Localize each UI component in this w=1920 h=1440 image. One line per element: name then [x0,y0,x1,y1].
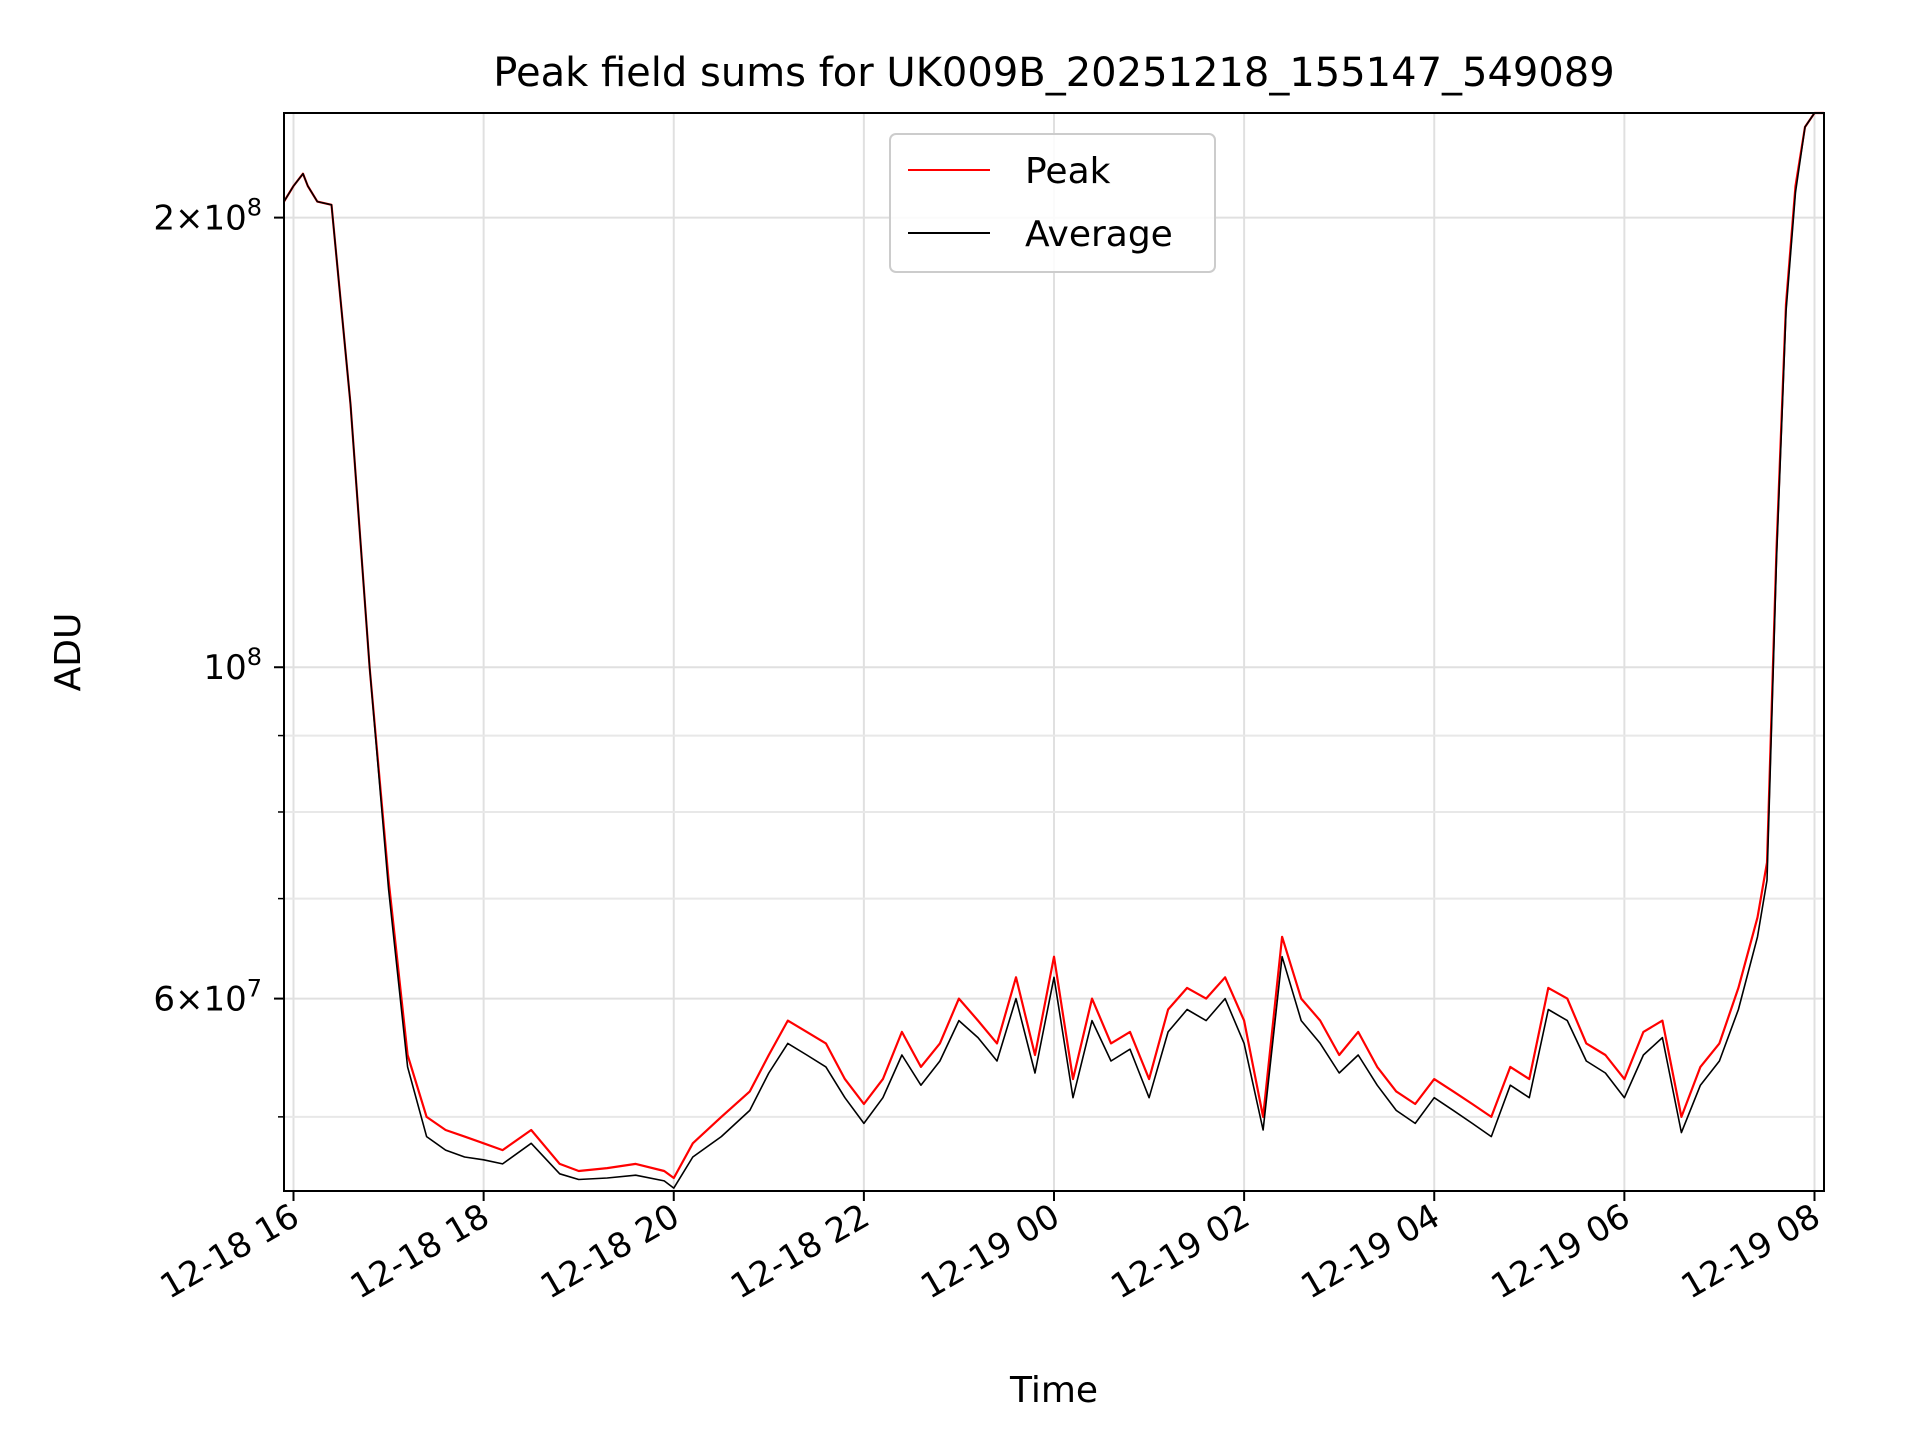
chart-title: Peak field sums for UK009B_20251218_1551… [493,50,1614,96]
legend: Peak Average [889,133,1216,273]
y-tick-label: 6×107 [153,975,262,1020]
y-tick-label: 2×108 [153,194,262,239]
series-line-average [283,112,1824,1189]
x-axis-label: Time [1009,1370,1098,1411]
series-line-peak [283,111,1824,1180]
series-layer [283,111,1824,1189]
y-axis-label: ADU [48,613,89,692]
legend-peak-label: Peak [1025,151,1111,192]
legend-average-label: Average [1025,214,1173,255]
y-tick-label: 108 [203,643,262,688]
legend-box [889,133,1216,273]
